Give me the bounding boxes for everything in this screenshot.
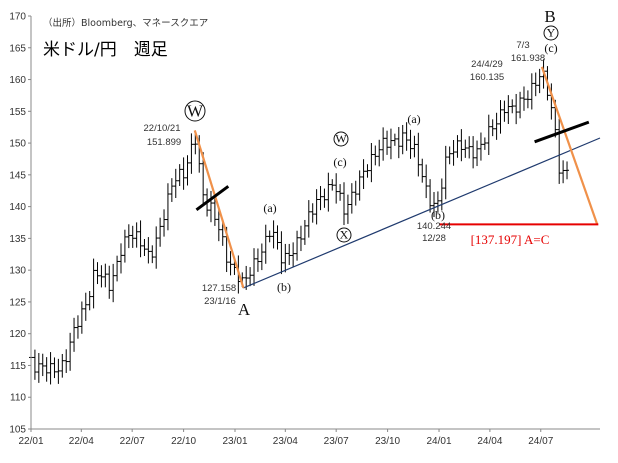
price-annotation: 24/4/29 — [471, 59, 503, 70]
price-annotation: 140.244 — [417, 221, 451, 232]
x-tick-label: 24/07 — [528, 436, 553, 447]
wave-label: B — [544, 7, 555, 26]
source-note: （出所）Bloomberg、マネースクエア — [43, 17, 208, 29]
wave-label: A — [238, 300, 251, 319]
x-tick-label: 22/10 — [171, 436, 196, 447]
y-tick-label: 155 — [9, 107, 26, 118]
break-mark — [195, 185, 230, 211]
y-tick-label: 105 — [9, 425, 26, 436]
wave-label: (c) — [333, 155, 346, 169]
target-label: [137.197] A=C — [471, 232, 550, 247]
y-tick-label: 160 — [9, 75, 26, 86]
wave-label: (b) — [431, 208, 445, 222]
price-annotation: 12/28 — [422, 233, 446, 244]
y-axis-ticks: 105 110 115 120 125 130 135 140 145 150 155 160 165 1… — [9, 12, 31, 436]
price-annotation: 7/3 — [516, 40, 529, 51]
wave-label: Y — [547, 26, 556, 40]
wave-label: (a) — [263, 201, 276, 215]
x-tick-label: 22/04 — [69, 436, 94, 447]
y-tick-label: 115 — [10, 361, 26, 372]
y-tick-label: 165 — [9, 43, 26, 54]
price-annotation: 127.158 — [202, 283, 236, 294]
chart-annotations: 22/10/21 151.899 127.158 23/1/16 140.24412/2… — [144, 7, 559, 319]
x-tick-label: 22/01 — [18, 436, 43, 447]
x-tick-label: 24/01 — [427, 436, 452, 447]
y-tick-label: 110 — [10, 393, 26, 404]
y-tick-label: 145 — [9, 170, 26, 181]
price-annotation: 161.938 — [511, 53, 545, 64]
price-annotation: 160.135 — [470, 72, 504, 83]
wave-label: (c) — [544, 41, 557, 55]
chart-title: 米ドル/円 週足 — [43, 40, 168, 60]
price-annotation: 151.899 — [147, 137, 181, 148]
x-tick-label: 22/07 — [120, 436, 145, 447]
x-axis-ticks: 22/01 22/04 22/07 22/10 23/01 23/04 23/07 23/10… — [18, 429, 554, 447]
y-tick-label: 170 — [9, 12, 26, 23]
support-trendline — [243, 137, 601, 289]
wave-label: W — [187, 102, 204, 121]
y-tick-label: 130 — [9, 266, 26, 277]
price-bars — [29, 59, 570, 385]
wave-line — [193, 130, 245, 289]
wave-label: (a) — [407, 112, 420, 126]
wave-label: X — [340, 228, 349, 242]
y-tick-label: 135 — [9, 234, 26, 245]
x-tick-label: 23/04 — [273, 436, 298, 447]
x-tick-label: 23/10 — [375, 436, 400, 447]
y-tick-label: 150 — [9, 139, 26, 150]
y-tick-label: 120 — [9, 329, 26, 340]
wave-label-circle — [184, 100, 206, 122]
break-mark — [534, 120, 590, 144]
x-tick-label: 24/04 — [477, 436, 502, 447]
price-annotation: 22/10/21 — [144, 123, 181, 134]
x-tick-label: 23/07 — [324, 436, 349, 447]
wave-label-circle — [333, 131, 349, 147]
price-annotation: 23/1/16 — [204, 296, 236, 307]
y-tick-label: 140 — [9, 202, 26, 213]
wave-label-circle — [336, 227, 352, 243]
x-tick-label: 23/01 — [222, 436, 247, 447]
y-tick-label: 125 — [9, 297, 26, 308]
wave-label: (b) — [277, 280, 291, 294]
wave-label-circle — [543, 25, 559, 41]
wave-overlays — [193, 66, 601, 289]
wave-label: W — [335, 132, 347, 146]
wave-line — [540, 66, 599, 225]
